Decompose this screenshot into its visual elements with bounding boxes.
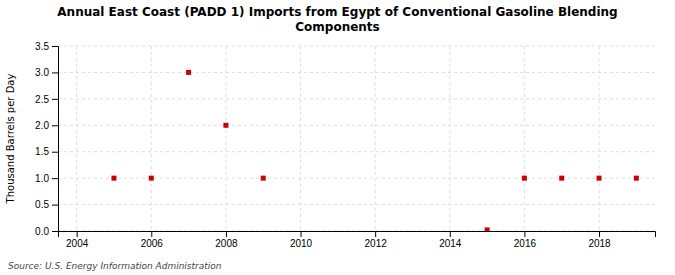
tick-mark <box>52 72 58 73</box>
tick-mark <box>52 152 58 153</box>
tick: 1.0 <box>35 173 58 184</box>
point <box>111 176 116 181</box>
axis-line <box>52 47 59 232</box>
title-line: Annual East Coast (PADD 1) Imports from … <box>57 5 617 19</box>
tick: 1.5 <box>35 146 58 157</box>
grid-line <box>375 46 376 231</box>
tick-mark <box>52 125 58 126</box>
tick-mark <box>52 231 58 232</box>
title: Annual East Coast (PADD 1) Imports from … <box>57 5 617 34</box>
tick: 2006 <box>141 231 164 249</box>
tick-label: 1.0 <box>35 173 49 184</box>
tick: 2.0 <box>35 120 58 131</box>
source: Source: U.S. Energy Information Administ… <box>8 261 222 271</box>
y-axis: 0.0 0.5 1.0 1.5 2.0 2.5 3.0 3.5 <box>35 41 58 237</box>
tick-mark <box>524 231 525 237</box>
tick: 2014 <box>439 231 462 249</box>
grid-line <box>58 72 655 73</box>
tick: 2004 <box>66 231 89 249</box>
tick-label: 2008 <box>215 238 238 249</box>
point <box>597 176 602 181</box>
tick-label: 2006 <box>141 238 164 249</box>
tick-label: 0.0 <box>35 226 49 237</box>
grid-line <box>225 46 226 231</box>
tick-label: 2.5 <box>35 94 49 105</box>
tick-mark <box>151 231 152 237</box>
tick-mark <box>599 231 600 237</box>
tick: 2018 <box>588 231 611 249</box>
points <box>111 70 638 231</box>
tick-label: 2018 <box>588 238 611 249</box>
point <box>261 176 266 181</box>
grid-line <box>58 125 655 126</box>
grid-line <box>76 46 77 231</box>
tick-mark <box>52 205 58 206</box>
grid-line <box>300 46 301 231</box>
tick-label: 2004 <box>66 238 89 249</box>
point <box>522 176 527 181</box>
tick: 2016 <box>514 231 537 249</box>
tick-label: 1.5 <box>35 146 49 157</box>
grid-line <box>58 178 655 179</box>
tick: 0.5 <box>35 199 58 210</box>
point <box>186 70 191 75</box>
tick-label: 2010 <box>290 238 313 249</box>
axis-line <box>59 232 656 238</box>
point <box>559 176 564 181</box>
point <box>223 123 228 128</box>
x-axis: 2004 2006 2008 2010 2012 2014 2016 2018 <box>59 231 656 249</box>
tick-mark <box>52 178 58 179</box>
tick-label: 2016 <box>514 238 537 249</box>
tick-label: 0.5 <box>35 199 49 210</box>
y-axis-title: Thousand Barrels per Day <box>5 74 16 205</box>
tick: 2012 <box>365 231 388 249</box>
tick-mark <box>450 231 451 237</box>
tick: 2.5 <box>35 94 58 105</box>
tick-label: 2012 <box>365 238 388 249</box>
tick-mark <box>52 99 58 100</box>
grid-line <box>599 46 600 231</box>
tick-mark <box>52 46 58 47</box>
grid-line <box>151 46 152 231</box>
tick-label: 2.0 <box>35 120 49 131</box>
grid-line <box>58 46 655 47</box>
tick-label: 2014 <box>439 238 462 249</box>
tick: 0.0 <box>35 226 58 237</box>
tick: 2008 <box>215 231 238 249</box>
point <box>485 227 490 231</box>
grid-line <box>58 204 655 205</box>
grid-line <box>524 46 525 231</box>
grid-line <box>58 98 655 99</box>
tick-mark <box>301 231 302 237</box>
tick-label: 3.5 <box>35 41 49 52</box>
grid-line <box>58 151 655 152</box>
tick-mark <box>77 231 78 237</box>
tick: 2010 <box>290 231 313 249</box>
chart: 2004 2006 2008 2010 2012 2014 2016 2018 0.0 0.5 1.… <box>0 0 675 275</box>
grid-line <box>449 46 450 231</box>
tick: 3.0 <box>35 67 58 78</box>
tick-label: 3.0 <box>35 67 49 78</box>
title-line: Components <box>295 20 380 34</box>
tick-mark <box>226 231 227 237</box>
point <box>149 176 154 181</box>
plot-area: 2004 2006 2008 2010 2012 2014 2016 2018 0.0 0.5 1.… <box>35 41 655 249</box>
grid <box>58 46 655 231</box>
tick-mark <box>375 231 376 237</box>
point <box>634 176 639 181</box>
tick: 3.5 <box>35 41 58 52</box>
